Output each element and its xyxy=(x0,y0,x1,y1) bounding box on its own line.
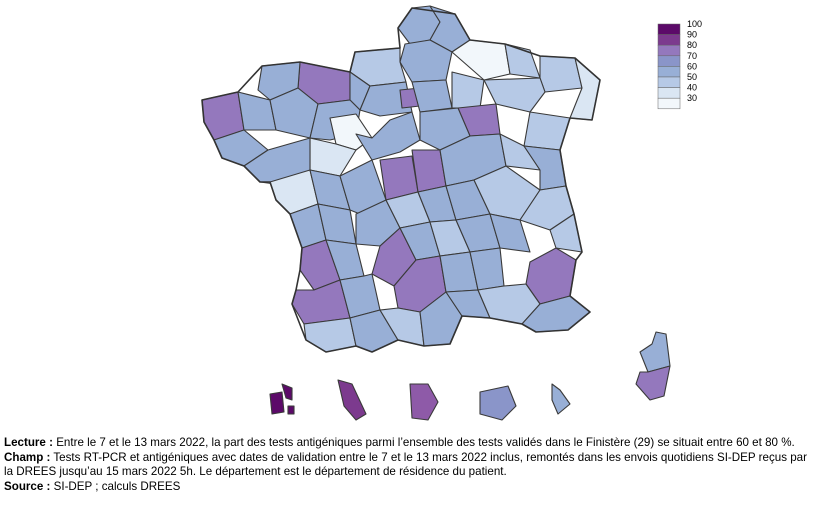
corsica xyxy=(635,331,671,401)
legend-label: 80 xyxy=(687,40,697,50)
department xyxy=(489,213,531,253)
legend-swatch xyxy=(657,66,681,78)
legend-swatch xyxy=(657,55,681,67)
lecture-note: Lecture : Entre le 7 et le 13 mars 2022,… xyxy=(4,436,816,451)
source-text: SI-DEP ; calculs DREES xyxy=(50,479,181,493)
source-note: Source : SI-DEP ; calculs DREES xyxy=(4,480,816,495)
champ-note: Champ : Tests RT-PCR et antigéniques ave… xyxy=(4,451,816,480)
la-reunion xyxy=(479,385,517,421)
france-outline xyxy=(201,7,601,353)
legend-label: 90 xyxy=(687,30,697,40)
notes: Lecture : Entre le 7 et le 13 mars 2022,… xyxy=(4,436,816,494)
legend-swatch xyxy=(657,44,681,57)
guadeloupe xyxy=(269,391,285,415)
legend-swatch xyxy=(657,97,681,110)
department xyxy=(339,273,381,319)
lecture-label: Lecture : xyxy=(4,436,53,449)
champ-text: Tests RT-PCR et antigéniques avec dates … xyxy=(4,450,807,479)
legend-swatch xyxy=(657,23,681,35)
department xyxy=(504,43,541,79)
department xyxy=(635,365,671,401)
legend-swatch xyxy=(657,76,681,88)
legend-swatch xyxy=(657,34,681,46)
legend-label: 50 xyxy=(687,72,697,82)
department xyxy=(523,111,571,151)
departments xyxy=(201,5,601,353)
guyane xyxy=(409,383,439,421)
source-label: Source : xyxy=(4,479,51,493)
guadeloupe xyxy=(287,405,295,415)
lecture-text: Entre le 7 et le 13 mars 2022, la part d… xyxy=(52,436,795,449)
legend-label: 30 xyxy=(687,93,697,103)
legend-label: 70 xyxy=(687,51,697,61)
martinique xyxy=(337,379,367,421)
mayotte xyxy=(551,383,571,415)
guadeloupe xyxy=(281,383,293,401)
legend-label: 40 xyxy=(687,83,697,93)
overseas-departments xyxy=(269,379,571,421)
legend-label: 60 xyxy=(687,61,697,71)
department xyxy=(355,111,421,161)
champ-label: Champ : xyxy=(4,450,51,464)
department xyxy=(451,71,485,109)
metropolitan-france xyxy=(201,5,671,401)
legend-label: 100 xyxy=(687,19,702,29)
department xyxy=(639,331,671,373)
department xyxy=(411,79,453,113)
department xyxy=(483,77,546,113)
legend-swatch xyxy=(657,87,681,99)
department xyxy=(359,81,413,117)
